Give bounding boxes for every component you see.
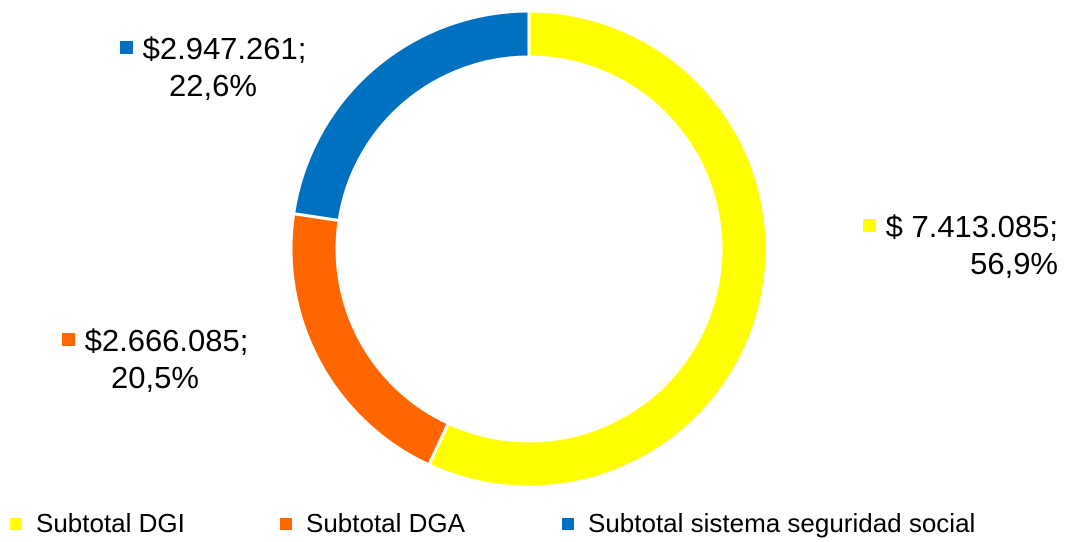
data-label-percent: 22,6% [169, 68, 257, 103]
chart-legend: Subtotal DGI Subtotal DGA Subtotal siste… [0, 505, 1074, 542]
legend-swatch-subtotal-sistema-seguridad-social [562, 518, 574, 530]
legend-marker-subtotal-sistema-seguridad-social [119, 41, 133, 55]
legend-label: Subtotal DGA [306, 508, 465, 538]
data-label-subtotal-dgi: $ 7.413.085; 56,9% [808, 208, 1058, 282]
data-label-percent: 20,5% [111, 360, 199, 395]
data-label-percent: 56,9% [970, 246, 1058, 281]
legend-item-subtotal-dga: Subtotal DGA [280, 505, 465, 542]
legend-marker-subtotal-dga [61, 333, 75, 347]
donut-slice-subtotal-dga [289, 211, 451, 467]
data-label-value: $2.947.261; [142, 31, 307, 66]
data-label-value: $ 7.413.085; [885, 209, 1058, 244]
legend-label: Subtotal DGI [36, 508, 185, 538]
legend-item-subtotal-dgi: Subtotal DGI [10, 505, 185, 542]
legend-marker-subtotal-dgi [862, 219, 876, 233]
legend-label: Subtotal sistema seguridad social [588, 508, 976, 538]
data-label-subtotal-sistema-seguridad-social: $2.947.261; 22,6% [88, 30, 338, 104]
legend-item-subtotal-sistema-seguridad-social: Subtotal sistema seguridad social [562, 505, 975, 542]
data-label-subtotal-dga: $2.666.085; 20,5% [30, 322, 280, 396]
data-label-value: $2.666.085; [84, 323, 249, 358]
legend-swatch-subtotal-dga [280, 518, 292, 530]
donut-slice-subtotal-dgi [426, 9, 769, 489]
donut-slice-subtotal-sistema-seguridad-social [291, 9, 531, 223]
legend-swatch-subtotal-dgi [10, 518, 22, 530]
